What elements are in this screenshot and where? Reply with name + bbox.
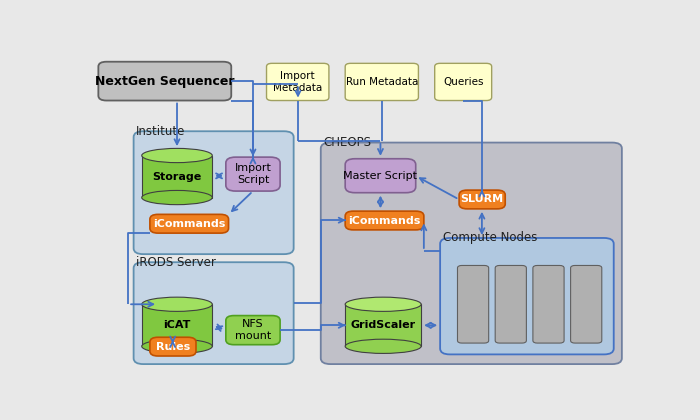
- Text: Import
Metadata: Import Metadata: [273, 71, 322, 93]
- Polygon shape: [141, 155, 212, 197]
- FancyBboxPatch shape: [440, 238, 614, 354]
- Text: NextGen Sequencer: NextGen Sequencer: [95, 75, 234, 88]
- FancyBboxPatch shape: [150, 337, 196, 356]
- Text: Institute: Institute: [136, 125, 186, 138]
- Text: iRODS Server: iRODS Server: [136, 256, 216, 269]
- FancyBboxPatch shape: [495, 265, 526, 343]
- Ellipse shape: [141, 339, 212, 353]
- Text: Import
Script: Import Script: [234, 163, 272, 185]
- Text: CHEOPS: CHEOPS: [323, 136, 372, 149]
- Ellipse shape: [141, 190, 212, 205]
- FancyBboxPatch shape: [345, 63, 419, 100]
- FancyBboxPatch shape: [134, 262, 294, 364]
- FancyBboxPatch shape: [134, 131, 294, 254]
- FancyBboxPatch shape: [150, 214, 228, 233]
- Polygon shape: [141, 304, 212, 346]
- Text: GridScaler: GridScaler: [351, 320, 416, 330]
- Text: Compute Nodes: Compute Nodes: [443, 231, 537, 244]
- Ellipse shape: [141, 297, 212, 311]
- FancyBboxPatch shape: [533, 265, 564, 343]
- FancyBboxPatch shape: [267, 63, 329, 100]
- Polygon shape: [345, 304, 421, 346]
- FancyBboxPatch shape: [345, 159, 416, 193]
- Text: iCAT: iCAT: [163, 320, 190, 330]
- Ellipse shape: [141, 148, 212, 163]
- FancyBboxPatch shape: [98, 62, 231, 100]
- Ellipse shape: [345, 297, 421, 311]
- Text: iCommands: iCommands: [153, 219, 225, 229]
- Text: SLURM: SLURM: [461, 194, 504, 205]
- Text: Storage: Storage: [153, 171, 202, 181]
- FancyBboxPatch shape: [459, 190, 505, 209]
- Text: Run Metadata: Run Metadata: [346, 77, 418, 87]
- Text: Master Script: Master Script: [344, 171, 417, 181]
- FancyBboxPatch shape: [226, 157, 280, 191]
- FancyBboxPatch shape: [226, 315, 280, 345]
- Text: Queries: Queries: [443, 77, 484, 87]
- FancyBboxPatch shape: [321, 142, 622, 364]
- Text: Rules: Rules: [156, 341, 190, 352]
- FancyBboxPatch shape: [458, 265, 489, 343]
- Text: iCommands: iCommands: [349, 215, 421, 226]
- FancyBboxPatch shape: [570, 265, 602, 343]
- FancyBboxPatch shape: [345, 211, 424, 230]
- Text: NFS
mount: NFS mount: [234, 319, 271, 341]
- FancyBboxPatch shape: [435, 63, 491, 100]
- Ellipse shape: [345, 339, 421, 353]
